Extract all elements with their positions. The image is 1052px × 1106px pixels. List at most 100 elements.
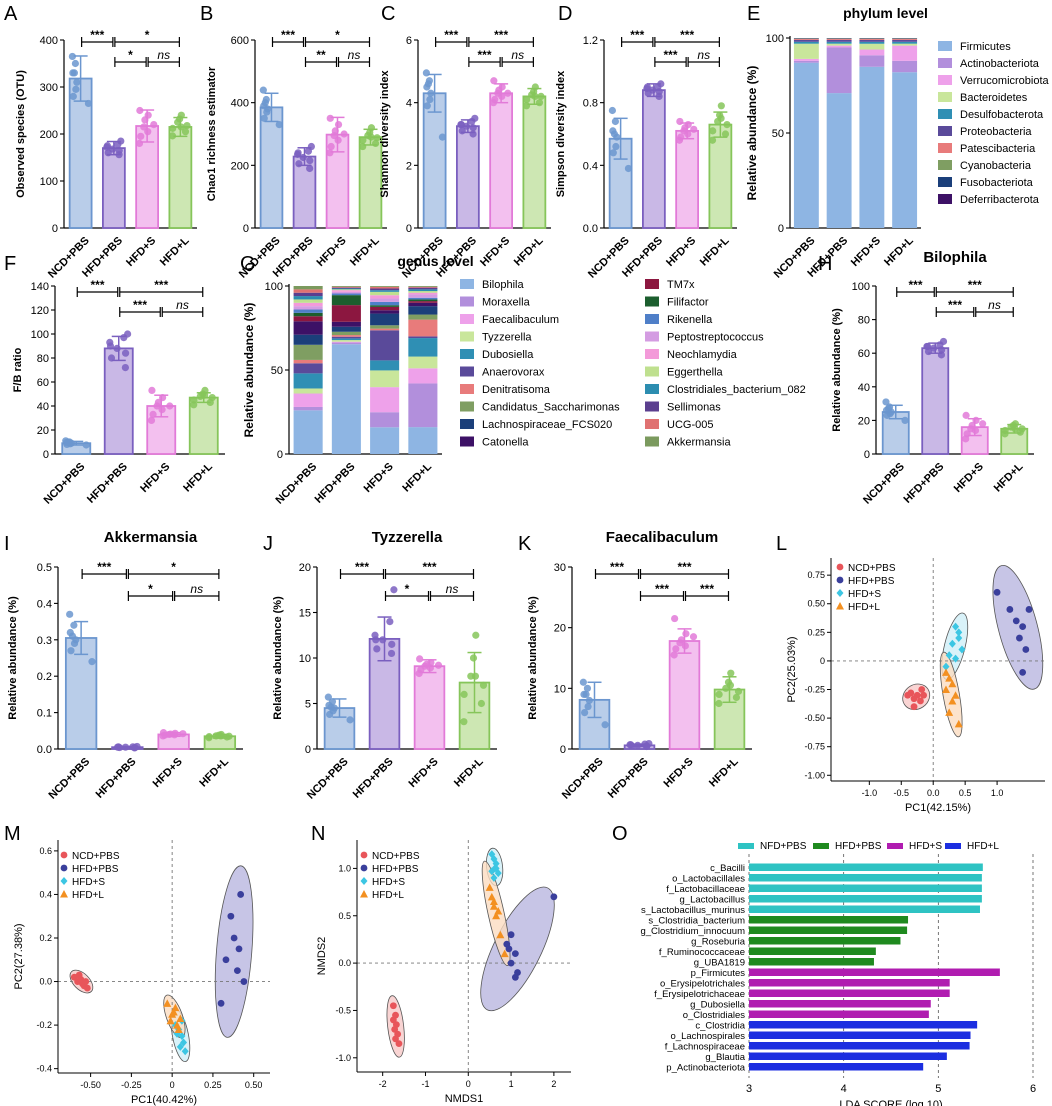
y-tick-label: -1.00 <box>804 770 825 780</box>
x-tick-label: HFD+L <box>158 235 192 269</box>
x-axis-label: NMDS1 <box>445 1093 484 1105</box>
data-point <box>937 351 946 359</box>
y-tick-label: 1.2 <box>583 35 598 47</box>
stack-segment-UCG-005 <box>331 286 361 288</box>
data-point <box>149 410 157 418</box>
data-point <box>601 721 609 729</box>
stack-segment-Peptostreptococcus <box>293 306 323 310</box>
stack-segment-Proteobacteria <box>859 39 885 42</box>
stack-segment-Eggerthella <box>408 291 438 293</box>
lda-bar <box>749 1000 931 1008</box>
data-point <box>294 149 302 157</box>
y-tick-label: 15 <box>299 608 311 620</box>
y-tick-label: 0.4 <box>583 160 598 172</box>
y-tick-label: 0.75 <box>807 570 825 580</box>
data-point <box>205 734 213 742</box>
x-tick-label: HFD+L <box>992 461 1026 495</box>
y-tick-label: -0.5 <box>335 1005 351 1015</box>
data-point <box>389 1016 397 1024</box>
stack-segment-Filifactor <box>408 299 438 302</box>
bar-HFD+L <box>168 126 193 229</box>
data-point <box>670 651 678 659</box>
lda-label: g_Dubosiella <box>690 999 746 1010</box>
data-point <box>426 95 434 104</box>
stack-segment-Rikenella <box>331 293 361 296</box>
legend-swatch <box>945 843 961 849</box>
data-point <box>235 945 243 953</box>
data-point <box>64 438 72 446</box>
data-point <box>121 743 130 751</box>
data-point <box>104 149 112 157</box>
lda-label: c_Clostridia <box>695 1020 745 1031</box>
x-tick-label: HFD+S <box>315 235 349 269</box>
data-point <box>962 435 970 443</box>
lda-label: f_Lactobacillaceae <box>666 884 745 895</box>
data-point <box>346 716 354 724</box>
legend-swatch <box>645 366 659 377</box>
stack-segment-Bilophila <box>331 344 361 454</box>
data-point <box>511 950 519 958</box>
lda-label: f_Erysipelotrichaceae <box>654 989 745 1000</box>
lda-bar <box>749 1042 970 1050</box>
data-point <box>948 696 957 705</box>
data-point <box>993 588 1001 596</box>
data-point <box>709 127 717 135</box>
stack-segment-Bacteroidetes <box>892 43 918 46</box>
panel-N: -2 -1 0 1 2 -1.0 -0.5 0.0 0.5 1.0 NMDS1 NMDS2 NCD+PB… <box>316 840 571 1105</box>
legend-label: Moraxella <box>482 297 531 309</box>
x-tick-label: HFD+S <box>138 461 172 495</box>
stack-segment-Proteobacteria <box>826 39 852 42</box>
data-point <box>690 125 698 133</box>
x-tick-label: 1 <box>509 1079 514 1089</box>
y-tick-label: 0.2 <box>37 671 52 683</box>
y-tick-label: 100 <box>40 176 58 188</box>
data-point <box>535 99 544 107</box>
y-tick-label: 1.0 <box>338 863 351 873</box>
lda-bar <box>749 1010 929 1018</box>
legend-swatch <box>645 384 659 394</box>
data-point <box>60 890 68 898</box>
data-point <box>1012 617 1020 625</box>
legend-label: Lachnospiraceae_FCS020 <box>482 419 612 431</box>
stack-segment-Peptostreptococcus <box>370 298 400 302</box>
legend-label: Cyanobacteria <box>960 160 1032 172</box>
data-point <box>836 589 844 597</box>
data-point <box>1019 668 1027 676</box>
legend-label: Bilophila <box>482 279 524 291</box>
x-axis-label: PC1(42.15%) <box>905 802 971 814</box>
data-point <box>83 984 91 992</box>
data-point <box>962 411 970 419</box>
data-point <box>634 741 642 749</box>
sig-label: *** <box>281 28 295 42</box>
data-point <box>121 349 130 357</box>
y-tick-label: 20 <box>299 562 311 574</box>
data-point <box>491 864 499 873</box>
stack-segment-Tyzzerella <box>370 370 400 388</box>
data-point <box>610 130 619 138</box>
chart-title: Akkermansia <box>104 529 198 546</box>
sig-label: *** <box>90 278 104 292</box>
data-point <box>715 690 723 699</box>
data-point <box>1016 428 1024 436</box>
x-tick-label: HFD+L <box>707 756 741 790</box>
panel-J: 0 5 10 15 20 Relative abundance (%) Tyzzerella… <box>272 529 497 802</box>
data-point <box>955 628 963 637</box>
data-point <box>334 136 342 144</box>
data-point <box>468 117 476 126</box>
lda-bar <box>749 947 876 955</box>
stack-segment-Firmicutes <box>859 66 885 229</box>
data-point <box>107 354 116 362</box>
stack-segment-Sellimonas <box>408 287 438 290</box>
data-point <box>140 123 148 131</box>
data-point <box>472 631 480 639</box>
stack-segment-Desulfobacterota <box>826 41 852 44</box>
data-point <box>585 696 593 705</box>
data-point <box>60 851 68 859</box>
panel-M: -0.50 -0.25 0 0.25 0.50 -0.4 -0.2 0.0 0.2 0.4 0.6 P… <box>13 840 270 1106</box>
data-point <box>306 157 314 165</box>
legend-swatch <box>645 314 659 324</box>
data-point <box>326 149 334 157</box>
stack-segment-Denitratisoma <box>331 335 361 337</box>
chart-title: Bilophila <box>923 249 987 266</box>
data-point <box>120 334 128 342</box>
